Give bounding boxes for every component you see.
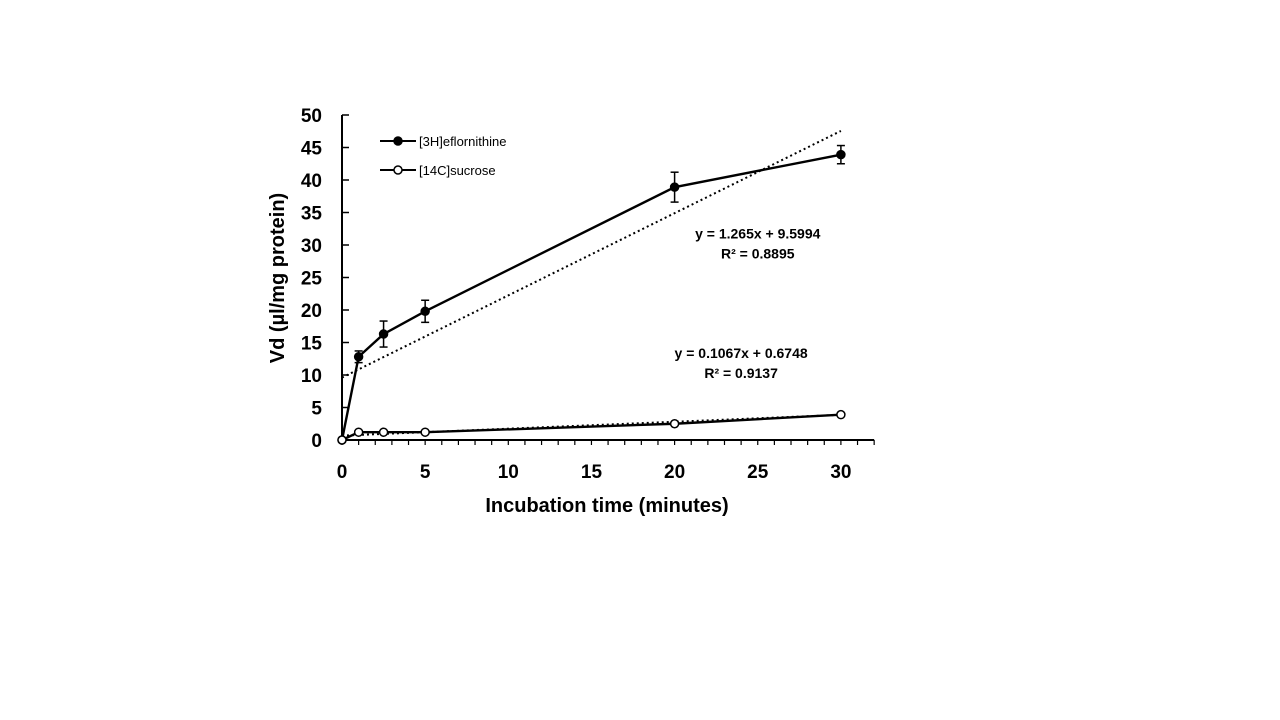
series [337, 144, 846, 445]
y-tick-label: 25 [301, 269, 323, 290]
y-tick-label: 50 [301, 106, 322, 127]
data-point [836, 409, 846, 420]
data-point [337, 435, 347, 445]
y-axis-label: Vd (µl/mg protein) [267, 193, 289, 363]
y-tick-label: 30 [301, 236, 322, 257]
y-tick-label: 45 [301, 139, 323, 160]
trendline-equation-sucrose: y = 0.1067x + 0.6748 [675, 345, 808, 361]
trendlines [341, 130, 842, 437]
data-point [353, 427, 364, 437]
ticks: 0 5 10 15 20 25 30 35 40 45 50 0 5 10 15 20 25 30 [301, 106, 875, 483]
data-point [669, 182, 680, 192]
data-point [378, 427, 389, 437]
data-point [420, 427, 430, 437]
x-tick-label: 25 [747, 462, 769, 483]
x-tick-label: 30 [830, 462, 851, 483]
legend-label-sucrose: [14C]sucrose [419, 163, 496, 178]
y-tick-label: 40 [301, 171, 322, 192]
x-axis-label: Incubation time (minutes) [485, 495, 728, 517]
data-point [378, 329, 389, 339]
x-tick-label: 20 [664, 462, 685, 483]
legend: [3H]eflornithine [14C]sucrose [380, 134, 506, 178]
y-tick-label: 20 [301, 301, 322, 322]
x-tick-label: 0 [337, 462, 348, 483]
trendline-equation-eflornithine: y = 1.265x + 9.5994 [695, 226, 821, 242]
trendline-r2-eflornithine: R² = 0.8895 [721, 246, 795, 262]
data-point [420, 306, 430, 317]
legend-marker-sucrose [393, 165, 403, 175]
equations: y = 1.265x + 9.5994 R² = 0.8895 y = 0.1067… [675, 226, 821, 382]
data-point [353, 352, 364, 362]
series-line-eflornithine [340, 153, 842, 441]
y-tick-label: 0 [311, 431, 322, 452]
trendline-r2-sucrose: R² = 0.9137 [704, 365, 778, 381]
y-tick-label: 10 [301, 366, 322, 387]
x-tick-label: 10 [498, 462, 519, 483]
y-tick-label: 15 [301, 334, 323, 355]
data-point [836, 149, 846, 160]
series-eflornithine [337, 144, 846, 445]
y-tick-label: 35 [301, 204, 323, 225]
series-line-sucrose [341, 413, 841, 442]
series-sucrose [337, 409, 846, 445]
legend-label-eflornithine: [3H]eflornithine [419, 134, 506, 149]
data-point [669, 419, 680, 429]
x-tick-label: 15 [581, 462, 603, 483]
legend-marker-eflornithine [393, 136, 403, 146]
x-tick-label: 5 [420, 462, 431, 483]
y-tick-label: 5 [311, 399, 322, 420]
